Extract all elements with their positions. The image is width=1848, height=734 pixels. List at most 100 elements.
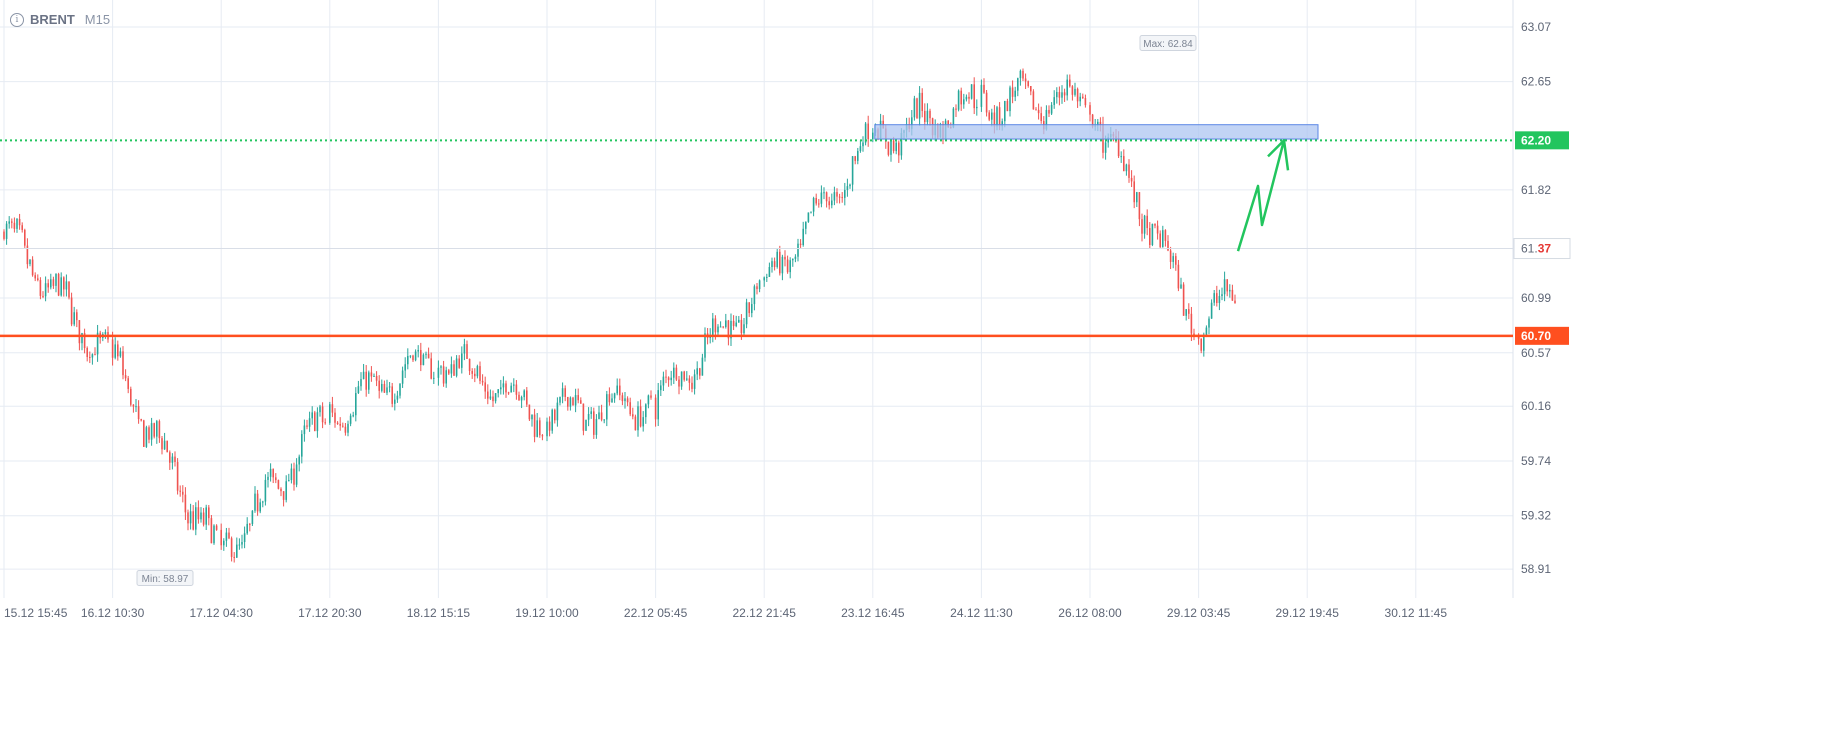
candle-body	[1149, 228, 1151, 245]
candle-body	[280, 488, 282, 492]
candle-body	[792, 258, 794, 261]
timeframe-label[interactable]: M15	[84, 12, 111, 27]
candle-body	[748, 302, 750, 314]
candle-body	[311, 412, 313, 419]
x-tick-label: 18.12 15:15	[407, 606, 471, 620]
min-label: Min: 58.97	[142, 574, 189, 585]
candle-body	[111, 339, 114, 358]
candle-body	[334, 412, 336, 423]
candle-body	[660, 385, 662, 391]
candle-body	[699, 368, 701, 376]
projection-arrow[interactable]	[1236, 140, 1286, 252]
candle-body	[396, 395, 399, 400]
candle-body	[176, 461, 179, 491]
candle-body	[590, 411, 592, 415]
candle-body	[1014, 90, 1016, 97]
candle-body	[686, 378, 688, 380]
candle-body	[523, 390, 525, 398]
candle-body	[732, 320, 735, 327]
candle-body	[182, 491, 184, 495]
candle-body	[1099, 121, 1102, 125]
candle-body	[572, 397, 574, 406]
candle-body	[357, 386, 360, 394]
candle-body	[1125, 164, 1128, 172]
candle-body	[1197, 336, 1200, 339]
y-tick-label: 61.82	[1521, 183, 1551, 197]
candle-body	[900, 132, 903, 156]
candle-body	[580, 400, 582, 404]
candle-body	[238, 544, 241, 546]
candle-body	[963, 99, 965, 105]
candle-body	[753, 286, 756, 305]
candle-body	[1069, 79, 1071, 87]
x-tick-label: 17.12 04:30	[189, 606, 253, 620]
candle-body	[225, 532, 228, 541]
resistance-zone[interactable]	[874, 124, 1319, 140]
candle-body	[773, 261, 776, 267]
candle-body	[632, 414, 634, 417]
candle-body	[52, 279, 55, 286]
candle-body	[1063, 92, 1066, 96]
candle-body	[355, 393, 357, 416]
candle-body	[600, 412, 603, 420]
candle-body	[171, 456, 174, 463]
candle-body	[844, 189, 846, 198]
candle-body	[1133, 181, 1135, 203]
candle-body	[440, 366, 442, 368]
candle-body	[430, 358, 432, 379]
candle-body	[533, 414, 536, 437]
candle-body	[197, 507, 200, 520]
candle-body	[582, 403, 585, 431]
candle-body	[973, 84, 975, 109]
max-label: Max: 62.84	[1143, 39, 1193, 50]
candle-body	[409, 355, 412, 357]
candle-body	[1205, 327, 1208, 335]
candle-body	[1061, 92, 1063, 98]
candle-body	[952, 108, 955, 128]
candle-body	[81, 333, 83, 344]
candle-body	[1017, 78, 1019, 91]
candle-body	[1024, 78, 1027, 82]
candle-body	[1074, 88, 1076, 95]
info-icon[interactable]: i	[10, 12, 24, 27]
candle-body	[1175, 256, 1177, 265]
candle-body	[471, 370, 473, 374]
candle-body	[1104, 142, 1107, 153]
candle-body	[205, 507, 207, 525]
candle-body	[789, 260, 791, 273]
candle-body	[1200, 338, 1202, 351]
candle-body	[1009, 87, 1011, 112]
candle-body	[704, 333, 706, 358]
candle-body	[417, 350, 419, 352]
candle-body	[195, 507, 197, 530]
candle-body	[104, 332, 107, 334]
candle-body	[114, 344, 116, 358]
candle-body	[1120, 156, 1122, 158]
candle-body	[993, 112, 996, 127]
candle-body	[130, 388, 132, 405]
candle-body	[122, 351, 124, 376]
candle-body	[1019, 70, 1022, 79]
candle-body	[593, 411, 595, 435]
candle-body	[595, 419, 598, 435]
chart-header: i BRENT M15	[10, 12, 110, 27]
candle-body	[492, 396, 494, 402]
candle-body	[422, 354, 425, 366]
candle-body	[502, 383, 505, 388]
candle-body	[539, 420, 541, 436]
y-tick-label: 59.32	[1521, 509, 1551, 523]
candle-body	[1231, 289, 1234, 301]
candle-body	[143, 420, 145, 447]
candle-body	[189, 511, 192, 524]
candle-body	[117, 344, 119, 357]
candle-body	[854, 156, 856, 161]
candle-body	[1141, 219, 1143, 234]
candle-body	[44, 283, 47, 297]
candle-body	[567, 396, 569, 407]
candle-body	[916, 98, 918, 119]
candle-body	[316, 412, 319, 432]
candle-body	[1216, 293, 1218, 303]
